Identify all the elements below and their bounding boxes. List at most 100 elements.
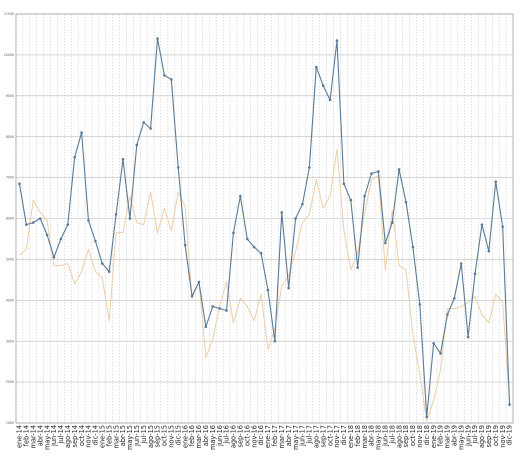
series-1-point bbox=[149, 127, 152, 130]
x-tick-label: jun-14 bbox=[50, 425, 58, 447]
series-1-point bbox=[197, 280, 201, 284]
x-tick-label: ene-15 bbox=[98, 425, 106, 448]
x-tick-label: may-17 bbox=[292, 425, 300, 450]
x-tick-label: sep-18 bbox=[402, 425, 410, 447]
x-tick-label: jun-15 bbox=[133, 425, 141, 447]
x-tick-label: jul-17 bbox=[306, 425, 314, 445]
x-tick-label: ago-19 bbox=[478, 425, 486, 448]
x-tick-label: feb-14 bbox=[23, 425, 31, 446]
x-tick-label: feb-19 bbox=[437, 425, 445, 446]
x-tick-label: abr-16 bbox=[202, 425, 210, 446]
series-1-point bbox=[363, 194, 366, 198]
series-1-point bbox=[480, 223, 484, 226]
x-tick-label: mar-18 bbox=[361, 425, 369, 449]
series-1-point bbox=[459, 262, 463, 265]
x-tick-label: ene-19 bbox=[430, 425, 438, 448]
series-1-point bbox=[494, 180, 498, 183]
series-1-point bbox=[308, 166, 311, 169]
series-1-point bbox=[87, 219, 90, 222]
y-tick-label: 9000 bbox=[6, 94, 14, 98]
y-axis: 1000 2000 3000 4000 5000 6000 7000 8000 9000 1000… bbox=[4, 12, 14, 425]
series-1-point bbox=[473, 272, 477, 276]
x-tick-label: ene-17 bbox=[264, 425, 272, 448]
x-tick-label: may-16 bbox=[209, 425, 217, 450]
series-1-point bbox=[287, 286, 290, 290]
series-1-point bbox=[425, 415, 429, 419]
series-2-line bbox=[19, 148, 511, 422]
x-tick-label: sep-17 bbox=[319, 425, 327, 447]
series-1-point bbox=[501, 225, 504, 228]
x-tick-label: ago-15 bbox=[147, 425, 155, 448]
series-1-point bbox=[404, 200, 408, 204]
series-1-point bbox=[335, 39, 339, 42]
series-1-point bbox=[18, 182, 21, 186]
series-layer bbox=[18, 37, 511, 422]
x-tick-label: mar-19 bbox=[444, 425, 452, 449]
x-tick-label: may-14 bbox=[43, 425, 51, 450]
x-tick-label: feb-16 bbox=[188, 425, 196, 446]
series-1-point bbox=[239, 194, 242, 198]
x-tick-label: nov-15 bbox=[168, 425, 176, 448]
x-tick-label: dic-18 bbox=[423, 425, 431, 445]
x-tick-label: mar-15 bbox=[112, 425, 120, 449]
x-tick-label: dic-17 bbox=[340, 425, 348, 445]
x-tick-label: nov-19 bbox=[499, 425, 507, 448]
y-tick-label: 2000 bbox=[6, 380, 14, 384]
x-tick-label: mar-16 bbox=[195, 425, 203, 449]
x-tick-label: ago-18 bbox=[395, 425, 403, 448]
series-1-point bbox=[163, 74, 166, 77]
series-1-point bbox=[121, 157, 125, 161]
x-tick-label: nov-16 bbox=[250, 425, 258, 448]
series-1-point bbox=[142, 121, 146, 124]
series-1-point bbox=[356, 266, 359, 269]
x-tick-label: mar-14 bbox=[29, 425, 37, 449]
x-tick-label: ene-14 bbox=[16, 425, 24, 448]
series-1-point bbox=[418, 303, 422, 306]
x-tick-label: abr-14 bbox=[36, 425, 44, 446]
x-tick-label: feb-15 bbox=[105, 425, 113, 446]
series-1-point bbox=[183, 243, 187, 247]
series-1-point bbox=[232, 231, 235, 235]
series-1-point bbox=[432, 341, 435, 345]
series-1-point bbox=[466, 335, 470, 339]
x-tick-label: jul-19 bbox=[471, 425, 479, 445]
series-1-point bbox=[301, 202, 304, 206]
series-1-point bbox=[135, 143, 139, 147]
x-tick-label: dic-15 bbox=[174, 425, 182, 445]
series-1-point bbox=[204, 325, 208, 329]
series-1-point bbox=[170, 78, 173, 81]
x-tick-label: may-18 bbox=[375, 425, 383, 450]
series-1-point bbox=[128, 217, 132, 220]
series-1-point bbox=[439, 352, 442, 355]
y-tick-label: 1000 bbox=[6, 421, 14, 425]
y-tick-label: 3000 bbox=[6, 339, 14, 343]
y-tick-label: 4000 bbox=[6, 298, 14, 302]
series-1-point bbox=[328, 98, 332, 102]
x-tick-label: oct-15 bbox=[161, 425, 169, 446]
series-1-point bbox=[73, 155, 76, 159]
series-1-point bbox=[59, 237, 63, 241]
y-tick-label: 8000 bbox=[6, 135, 14, 139]
x-tick-label: jul-15 bbox=[140, 425, 148, 445]
series-1-point bbox=[321, 84, 325, 87]
series-1-point bbox=[211, 305, 215, 308]
series-1-point bbox=[38, 217, 42, 220]
series-1-point bbox=[370, 172, 373, 175]
x-tick-label: abr-17 bbox=[285, 425, 293, 446]
x-tick-label: oct-19 bbox=[492, 425, 500, 446]
x-tick-label: may-19 bbox=[457, 425, 465, 450]
series-1-point bbox=[80, 131, 83, 134]
series-1-point bbox=[508, 403, 511, 406]
series-1-point bbox=[100, 262, 104, 265]
series-1-point bbox=[94, 239, 97, 243]
series-1-point bbox=[176, 166, 180, 169]
x-tick-label: oct-14 bbox=[78, 425, 86, 446]
x-tick-label: jun-16 bbox=[216, 425, 224, 447]
series-1-point bbox=[190, 294, 194, 298]
x-tick-label: ene-16 bbox=[181, 425, 189, 448]
series-1-point bbox=[66, 223, 70, 226]
series-1-point bbox=[245, 237, 249, 241]
x-tick-label: ene-18 bbox=[347, 425, 355, 448]
